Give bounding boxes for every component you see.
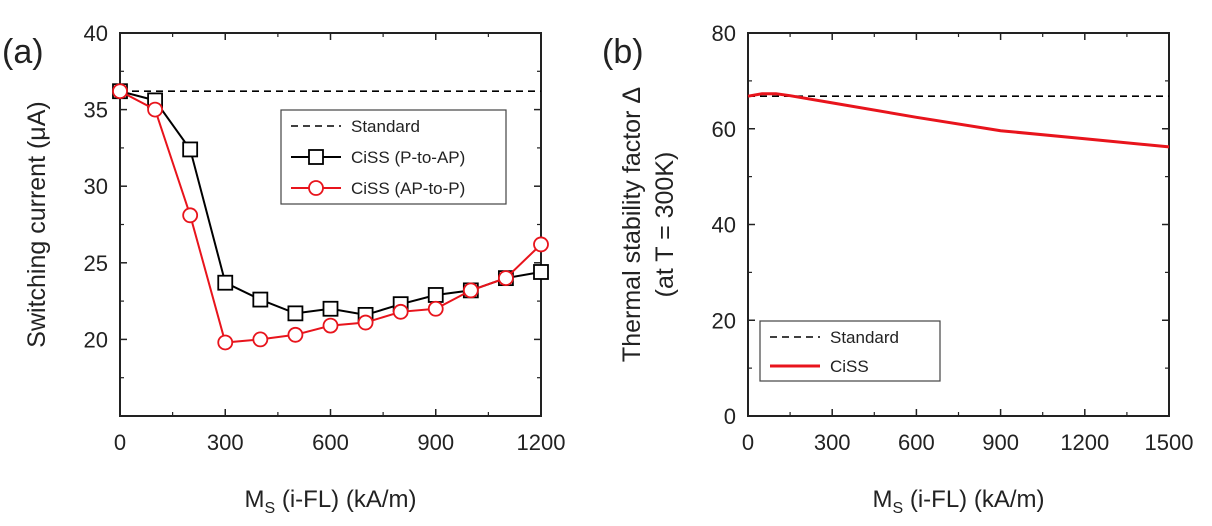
x-tick-label: 1200	[517, 430, 566, 455]
legend-label: CiSS (AP-to-P)	[351, 179, 465, 198]
y-axis-label: Switching current (μA)	[23, 101, 51, 347]
legend-label: Standard	[830, 328, 899, 347]
y-tick-label: 80	[712, 21, 736, 46]
chart-panel-b: 0 300 600 900 1200 1500 0 20 40 60 80 MS (i-FL) (kA…	[602, 21, 1193, 517]
ciss-series-line	[747, 92, 1170, 149]
x-tick-label: 300	[814, 430, 851, 455]
x-tick-label: 900	[982, 430, 1019, 455]
legend-label: Standard	[351, 117, 420, 136]
legend-circle-marker	[308, 180, 324, 196]
ap-to-p-point	[217, 334, 234, 351]
x-tick-label: 1500	[1145, 430, 1194, 455]
y-tick-label: 20	[712, 308, 736, 333]
x-tick-label: 300	[207, 430, 244, 455]
y-axis-label: Thermal stability factor Δ	[618, 87, 646, 362]
ap-to-p-point	[112, 83, 128, 100]
legend-label: CiSS	[830, 357, 869, 376]
x-axis-label-main: M	[245, 486, 265, 513]
ap-to-p-point	[252, 331, 269, 348]
ap-to-p-point	[287, 326, 304, 343]
x-axis-label-subscript: S	[265, 500, 276, 517]
chart-panel-a: 0 300 600 900 1200 20 25 30 35 40 MS (i-FL) (kA/m)…	[2, 21, 565, 517]
panel-label: (a)	[2, 33, 44, 71]
y-tick-label: 25	[84, 251, 108, 276]
p-to-ap-point	[533, 264, 549, 280]
y-tick-label: 20	[84, 327, 108, 352]
y-tick-label: 40	[712, 213, 736, 238]
x-axis-label: MS (i-FL) (kA/m)	[245, 486, 417, 517]
y-tick-label: 60	[712, 117, 736, 142]
p-to-ap-point	[182, 141, 199, 158]
ap-to-p-point	[533, 236, 549, 253]
y-axis-label-secondary: (at T = 300K)	[651, 152, 679, 298]
ap-to-p-point	[322, 317, 339, 334]
p-to-ap-point	[427, 287, 444, 303]
ap-to-p-point	[357, 314, 374, 331]
legend-box	[759, 320, 941, 382]
ap-to-p-point	[182, 207, 199, 224]
x-axis-label: MS (i-FL) (kA/m)	[873, 486, 1045, 517]
legend-label: CiSS (P-to-AP)	[351, 148, 465, 167]
y-tick-label: 0	[724, 404, 736, 429]
ap-to-p-point	[498, 270, 514, 287]
x-tick-label: 0	[114, 430, 126, 455]
x-tick-label: 600	[898, 430, 935, 455]
p-to-ap-point	[322, 300, 339, 317]
ap-to-p-point	[462, 282, 479, 299]
legend-square-marker	[308, 149, 324, 165]
legend: Standard CiSS (P-to-AP) CiSS (AP-to-P)	[280, 109, 507, 205]
x-tick-label: 600	[312, 430, 349, 455]
y-tick-label: 30	[84, 174, 108, 199]
p-to-ap-point	[287, 305, 304, 322]
y-tick-label: 40	[84, 21, 108, 46]
panel-label: (b)	[602, 33, 644, 71]
p-to-ap-point	[252, 291, 269, 308]
legend: Standard CiSS	[759, 320, 941, 382]
x-tick-label: 1200	[1060, 430, 1109, 455]
y-tick-label: 35	[84, 98, 108, 123]
ap-to-p-point	[147, 101, 163, 118]
x-tick-label: 0	[742, 430, 754, 455]
x-axis-label-rest: (i-FL) (kA/m)	[903, 486, 1044, 513]
x-axis-label-subscript: S	[893, 500, 904, 517]
x-tick-label: 900	[417, 430, 454, 455]
ap-to-p-point	[392, 303, 409, 320]
x-axis-label-main: M	[873, 486, 893, 513]
ap-to-p-point	[427, 300, 444, 317]
x-axis-label-rest: (i-FL) (kA/m)	[275, 486, 416, 513]
p-to-ap-point	[217, 274, 234, 291]
